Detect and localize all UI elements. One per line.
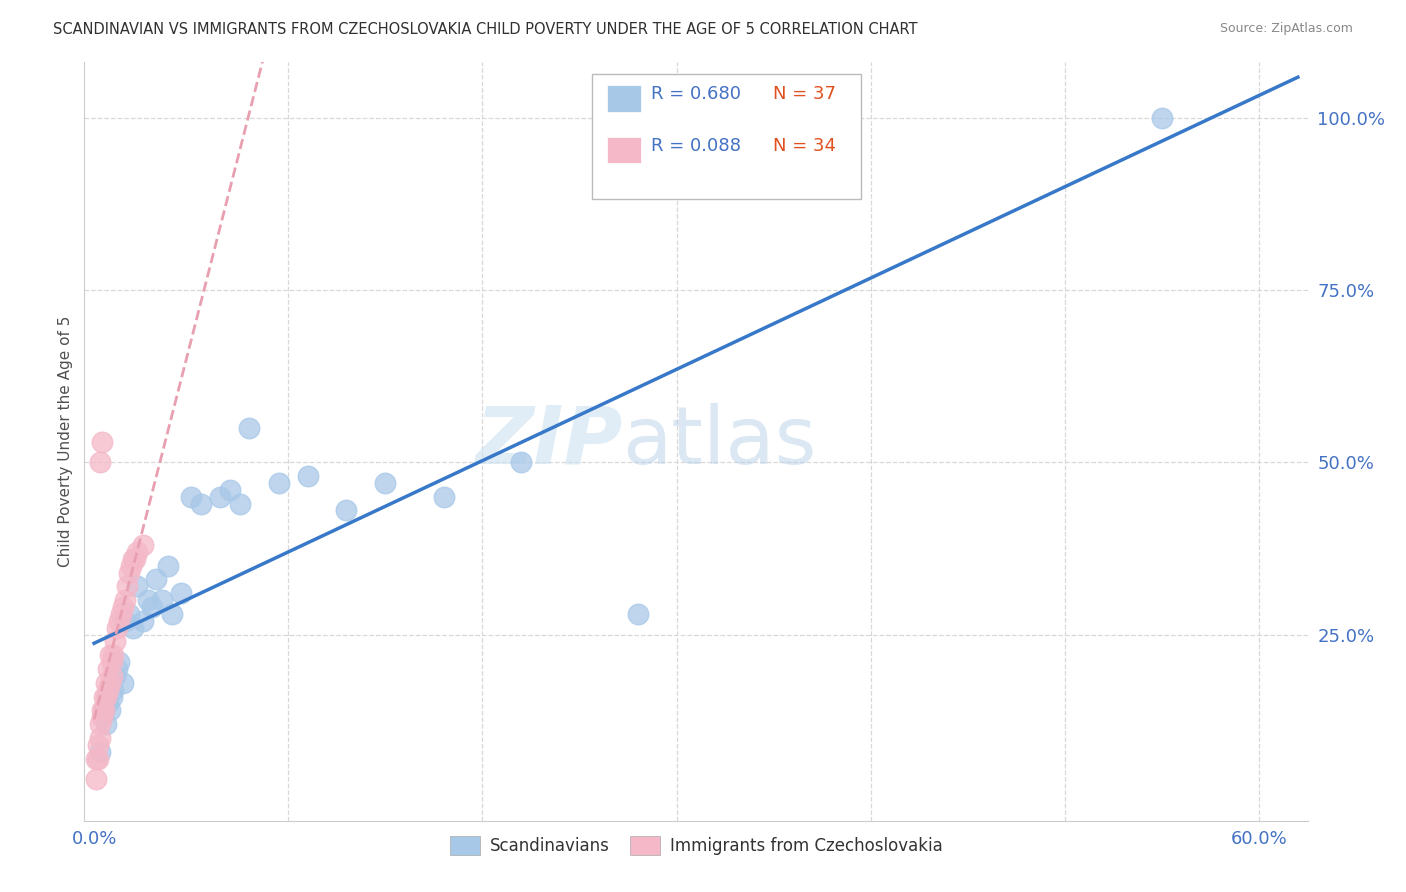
Point: [104, 669, 127, 683]
Point: [238, 421, 260, 435]
Point: [335, 503, 357, 517]
Point: [112, 599, 135, 614]
Text: N = 34: N = 34: [773, 136, 837, 155]
Point: [160, 607, 183, 621]
Point: [93, 690, 115, 704]
Point: [84, 751, 107, 765]
Point: [122, 551, 145, 566]
Point: [374, 475, 396, 490]
FancyBboxPatch shape: [606, 136, 641, 163]
Point: [87, 738, 110, 752]
Point: [124, 551, 146, 566]
Point: [94, 717, 117, 731]
Point: [125, 579, 148, 593]
Point: [93, 703, 115, 717]
Point: [112, 675, 135, 690]
Point: [114, 593, 136, 607]
Point: [98, 675, 121, 690]
Legend: Scandinavians, Immigrants from Czechoslovakia: Scandinavians, Immigrants from Czechoslo…: [443, 829, 949, 862]
Point: [94, 675, 117, 690]
Point: [131, 614, 153, 628]
Point: [108, 655, 131, 669]
Point: [209, 490, 232, 504]
Point: [98, 703, 121, 717]
Text: N = 37: N = 37: [773, 86, 837, 103]
Point: [90, 710, 112, 724]
Point: [141, 599, 163, 614]
Text: Source: ZipAtlas.com: Source: ZipAtlas.com: [1219, 22, 1353, 36]
Point: [108, 614, 131, 628]
Point: [120, 558, 142, 573]
Point: [105, 662, 128, 676]
Point: [627, 607, 650, 621]
Point: [228, 497, 250, 511]
Point: [97, 697, 120, 711]
Text: ZIP: ZIP: [475, 402, 623, 481]
Point: [180, 490, 202, 504]
FancyBboxPatch shape: [606, 85, 641, 112]
Point: [1150, 111, 1173, 125]
Point: [145, 573, 167, 587]
Point: [110, 607, 132, 621]
Point: [89, 731, 111, 745]
Point: [267, 475, 290, 490]
Point: [89, 745, 111, 759]
Point: [94, 690, 117, 704]
Point: [122, 621, 145, 635]
Point: [89, 455, 111, 469]
Point: [103, 682, 125, 697]
Point: [156, 558, 179, 573]
Point: [118, 607, 141, 621]
Point: [97, 662, 120, 676]
Point: [297, 469, 319, 483]
Point: [115, 579, 138, 593]
Point: [432, 490, 454, 504]
Point: [87, 751, 110, 765]
Point: [98, 648, 121, 663]
Point: [150, 593, 173, 607]
Text: R = 0.680: R = 0.680: [651, 86, 741, 103]
Point: [510, 455, 533, 469]
Point: [125, 545, 148, 559]
Point: [170, 586, 193, 600]
Point: [105, 621, 128, 635]
Point: [84, 772, 107, 787]
Point: [103, 648, 125, 663]
Point: [219, 483, 242, 497]
Point: [100, 655, 122, 669]
Point: [97, 682, 120, 697]
Point: [138, 593, 160, 607]
Point: [104, 634, 127, 648]
Point: [100, 669, 122, 683]
Point: [114, 614, 136, 628]
Point: [89, 717, 111, 731]
Point: [93, 703, 115, 717]
Point: [131, 538, 153, 552]
FancyBboxPatch shape: [592, 74, 860, 199]
Text: SCANDINAVIAN VS IMMIGRANTS FROM CZECHOSLOVAKIA CHILD POVERTY UNDER THE AGE OF 5 : SCANDINAVIAN VS IMMIGRANTS FROM CZECHOSL…: [53, 22, 918, 37]
Point: [118, 566, 141, 580]
Text: R = 0.088: R = 0.088: [651, 136, 741, 155]
Point: [190, 497, 212, 511]
Text: atlas: atlas: [623, 402, 817, 481]
Point: [100, 690, 122, 704]
Y-axis label: Child Poverty Under the Age of 5: Child Poverty Under the Age of 5: [58, 316, 73, 567]
Point: [90, 434, 112, 449]
Point: [90, 703, 112, 717]
